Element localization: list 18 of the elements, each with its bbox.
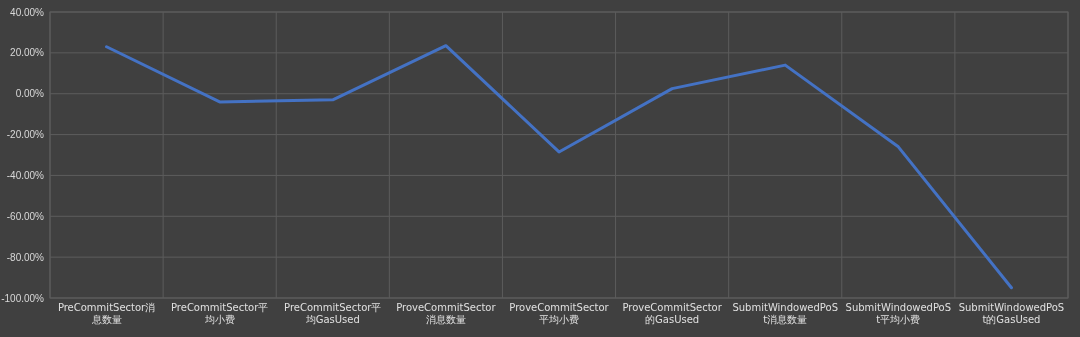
x-tick-label: PreCommitSector消息数量: [57, 302, 156, 325]
y-tick-label: 20.00%: [10, 47, 45, 59]
y-tick-label: -20.00%: [6, 129, 45, 141]
x-tick-label: SubmitWindowedPoSt的GasUsed: [958, 302, 1065, 325]
line-series: [105, 44, 1013, 290]
x-tick-label: PreCommitSector平均小费: [170, 302, 269, 325]
y-tick-label: -80.00%: [6, 251, 45, 263]
x-tick-label: SubmitWindowedPoSt平均小费: [845, 302, 952, 325]
x-tick-label: ProveCommitSector平均小费: [509, 302, 610, 325]
x-tick-label: SubmitWindowedPoSt消息数量: [732, 302, 838, 325]
y-tick-label: -60.00%: [6, 210, 45, 222]
y-tick-label: 0.00%: [15, 88, 45, 100]
y-tick-label: -100.00%: [1, 292, 45, 304]
x-tick-label: ProveCommitSector的GasUsed: [622, 302, 723, 325]
y-tick-label: 40.00%: [10, 6, 45, 18]
y-tick-label: -40.00%: [6, 169, 45, 181]
x-tick-label: ProveCommitSector消息数量: [396, 302, 497, 325]
x-tick-label: PreCommitSector平均GasUsed: [284, 302, 382, 325]
